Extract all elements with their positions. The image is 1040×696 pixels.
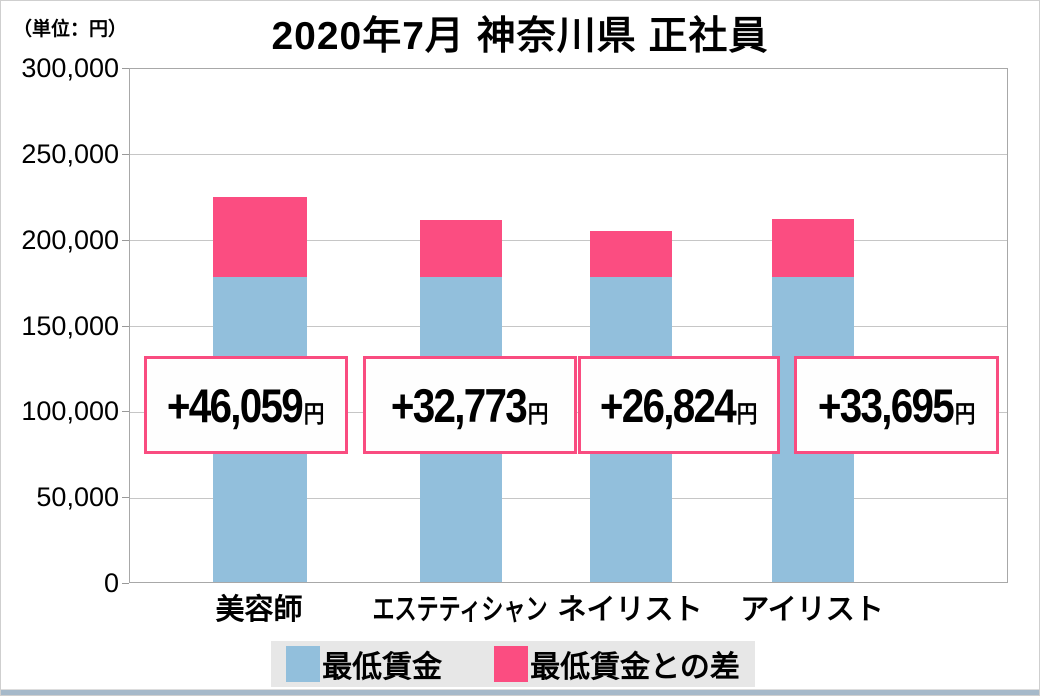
annotation-unit: 円 [954,400,976,428]
annotation-unit: 円 [528,400,549,428]
legend: 最低賃金 最低賃金との差 [271,641,755,687]
bar-segment-difference [213,197,307,277]
y-axis-label: 100,000 [21,396,119,427]
x-axis-label: ネイリスト [557,594,703,626]
y-axis-tick [122,325,129,327]
legend-swatch [286,646,321,682]
annotation-box: +32,773円 [363,356,577,454]
annotation-unit: 円 [304,400,325,428]
y-axis-tick [122,68,129,69]
annotation-unit: 円 [737,400,758,428]
y-axis-tick [122,239,129,241]
y-axis-label: 150,000 [21,310,119,341]
annotation-box: +46,059円 [144,356,348,454]
bar-segment-difference [772,218,854,277]
bar-segment-difference [590,230,672,277]
y-axis-label: 50,000 [36,482,119,513]
annotation-value: +33,695 [817,378,955,432]
y-axis-label: 300,000 [21,53,119,83]
gridline [130,326,1007,327]
gridline [130,497,1007,499]
legend-label: 最低賃金との差 [530,651,740,684]
y-axis-tick [122,411,129,413]
y-axis-label: 250,000 [21,138,119,169]
y-axis-tick [122,497,129,499]
gridline [130,240,1007,242]
plot-area [129,68,1008,583]
legend-item: 最低賃金 [286,642,442,686]
unit-label: （単位：円） [13,19,128,40]
y-axis-label: 0 [103,568,119,598]
x-axis-label: アイリスト [740,594,884,626]
annotation-value: +26,824 [600,378,737,432]
legend-swatch [494,646,529,682]
annotation-text: +46,059円 [167,378,325,433]
gridline [130,154,1007,156]
bar-segment-difference [420,220,502,277]
annotation-box: +33,695円 [794,356,999,454]
bottom-strip [1,689,1039,695]
annotation-value: +46,059 [167,378,304,432]
chart-title: 2020年7月 神奈川県 正社員 [271,15,769,58]
annotation-value: +32,773 [391,378,528,432]
annotation-text: +26,824円 [600,378,758,433]
y-axis-label: 200,000 [21,224,119,255]
x-axis-label: エステティシャン [372,594,548,626]
x-axis-label: 美容師 [215,594,303,626]
annotation-text: +32,773円 [391,378,549,433]
legend-label: 最低賃金 [322,651,443,684]
y-axis-tick [122,583,129,584]
annotation-text: +33,695円 [818,378,976,433]
y-axis-tick [122,153,129,155]
legend-item: 最低賃金との差 [494,642,740,686]
annotation-box: +26,824円 [578,356,780,454]
